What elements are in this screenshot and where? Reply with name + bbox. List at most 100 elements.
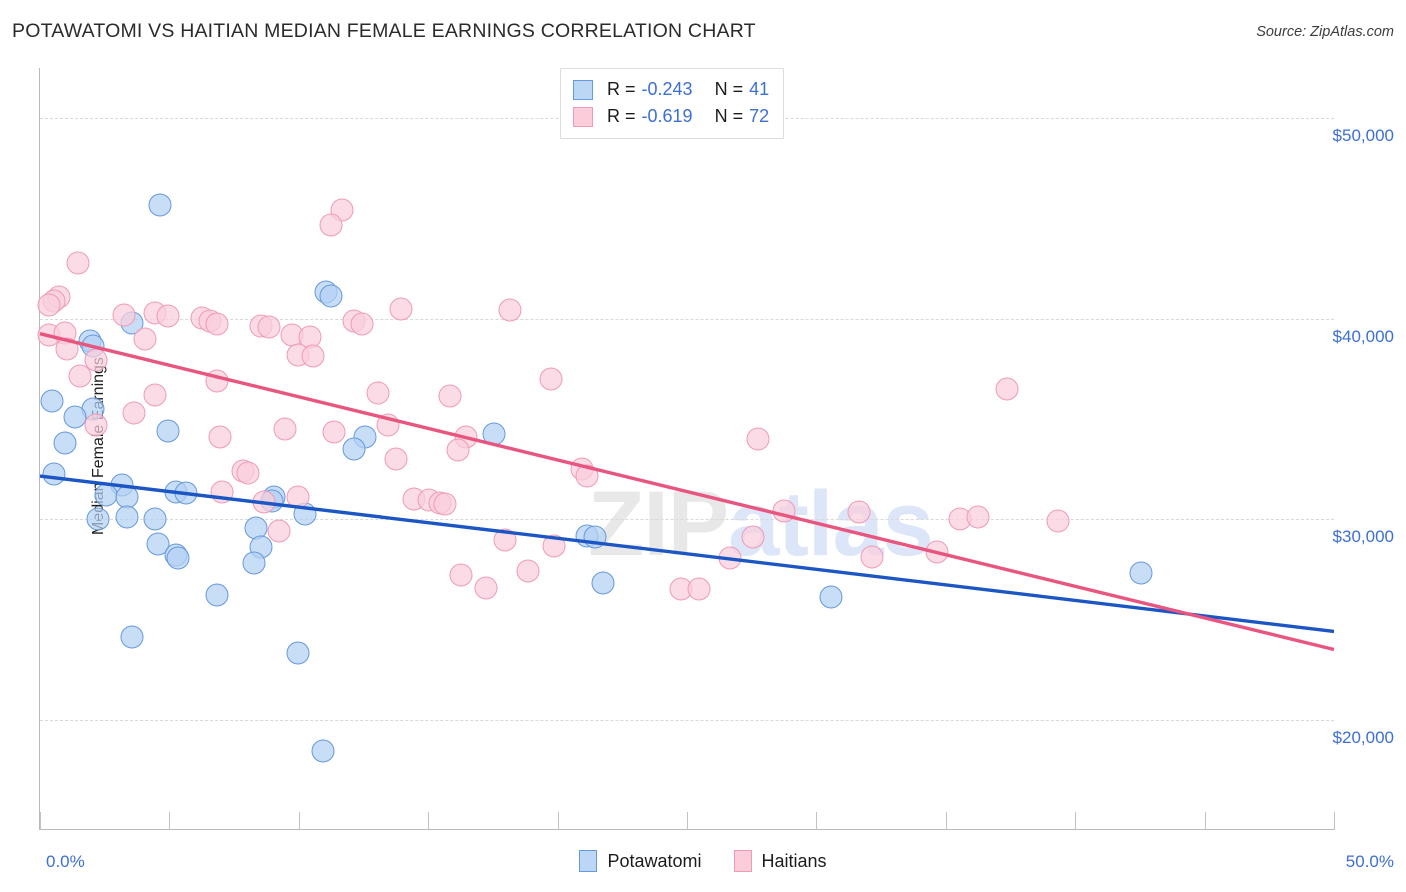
series-legend-label: Potawatomi — [607, 850, 702, 871]
scatter-point — [84, 413, 108, 437]
scatter-point — [433, 492, 457, 516]
scatter-point — [687, 577, 711, 601]
series-swatch-icon — [579, 850, 598, 872]
r-label: R = — [607, 79, 636, 99]
scatter-point — [474, 576, 498, 600]
scatter-point — [311, 739, 335, 763]
scatter-point — [37, 293, 61, 317]
scatter-point — [350, 312, 374, 336]
scatter-point — [449, 563, 473, 587]
legend-swatch-icon — [573, 79, 593, 100]
scatter-point — [860, 545, 884, 569]
scatter-point — [741, 525, 765, 549]
page-title: POTAWATOMI VS HAITIAN MEDIAN FEMALE EARN… — [12, 20, 756, 42]
source-attribution: Source: ZipAtlas.com — [1256, 24, 1394, 40]
r-label: R = — [607, 106, 636, 126]
x-axis-tick — [1075, 812, 1077, 830]
scatter-point — [591, 571, 615, 595]
scatter-point — [273, 417, 297, 441]
scatter-point — [208, 425, 232, 449]
stat-row: R = -0.243 N = 41 — [573, 76, 769, 103]
correlation-stats-legend: R = -0.243 N = 41 R = -0.619 N = 72 — [560, 68, 785, 139]
trend-lines — [39, 332, 1335, 652]
y-axis-tick-label: $40,000 — [1332, 326, 1394, 346]
y-axis-tick-label: $20,000 — [1332, 727, 1394, 747]
series-legend-item-haitians[interactable]: Haitians — [733, 850, 827, 872]
scatter-point — [493, 528, 517, 552]
scatter-point — [819, 585, 843, 609]
scatter-point — [53, 431, 77, 455]
x-axis-tick — [557, 812, 559, 830]
scatter-point — [267, 519, 291, 543]
scatter-point — [966, 505, 990, 529]
scatter-point — [68, 364, 92, 388]
scatter-point — [389, 297, 413, 321]
scatter-point — [242, 551, 265, 575]
scatter-point — [342, 437, 366, 461]
scatter-point — [120, 625, 144, 649]
scatter-point — [205, 312, 229, 336]
series-swatch-icon — [733, 850, 752, 872]
scatter-point — [112, 303, 136, 327]
scatter-point — [86, 507, 110, 531]
scatter-point — [384, 447, 408, 471]
x-axis-tick — [1204, 812, 1206, 830]
x-axis-max-label: 50.0% — [1345, 852, 1394, 871]
x-axis-tick — [169, 812, 171, 830]
x-axis-tick — [687, 812, 688, 830]
scatter-point — [542, 534, 566, 558]
x-axis-tick — [1334, 812, 1335, 830]
y-axis-line — [39, 68, 40, 830]
scatter-point — [143, 383, 167, 407]
scatter-point — [746, 427, 770, 451]
scatter-point — [40, 389, 64, 413]
legend-swatch-icon — [573, 106, 593, 127]
scatter-point — [148, 193, 172, 217]
x-axis-min-label: 0.0% — [46, 852, 85, 871]
scatter-point — [257, 315, 281, 339]
y-axis-tick-label: $30,000 — [1332, 527, 1394, 547]
x-axis-tick — [945, 812, 947, 830]
scatter-point — [322, 420, 346, 444]
r-value: -0.243 — [641, 79, 693, 99]
n-label: N = — [714, 79, 744, 99]
n-value: 41 — [749, 79, 770, 99]
scatter-point — [438, 384, 462, 408]
y-axis-tick-label: $50,000 — [1332, 126, 1394, 146]
gridline — [40, 519, 1334, 521]
scatter-point — [156, 419, 180, 443]
scatter-point — [143, 507, 167, 531]
gridline — [40, 318, 1334, 320]
series-legend-item-potawatomi[interactable]: Potawatomi — [579, 850, 702, 872]
scatter-point — [1129, 561, 1153, 585]
r-value: -0.619 — [641, 106, 693, 126]
scatter-point — [236, 461, 260, 485]
stat-row: R = -0.619 N = 72 — [573, 103, 769, 130]
scatter-point — [166, 546, 190, 570]
x-axis-tick — [816, 812, 818, 830]
scatter-point — [115, 505, 139, 529]
n-value: 72 — [749, 106, 770, 126]
x-axis-tick — [428, 812, 430, 830]
scatter-point — [301, 344, 325, 368]
trend-line-potawatomi — [39, 474, 1335, 634]
n-label: N = — [714, 106, 744, 126]
scatter-point — [995, 377, 1019, 401]
x-axis-tick — [298, 812, 300, 830]
scatter-point — [66, 251, 90, 274]
scatter-point — [319, 213, 343, 237]
scatter-point — [146, 532, 170, 556]
scatter-point — [205, 583, 229, 607]
scatter-point — [516, 559, 540, 583]
scatter-point — [133, 327, 157, 351]
scatter-point — [366, 381, 390, 405]
scatter-point — [286, 641, 309, 665]
scatter-point — [847, 500, 871, 524]
trend-line-haitians — [39, 332, 1335, 652]
plot-area: ZIPatlas — [37, 68, 1335, 830]
series-legend: Potawatomi Haitians — [0, 850, 1406, 872]
x-axis-tick — [40, 812, 41, 830]
scatter-point — [1046, 509, 1070, 533]
gridline — [40, 719, 1334, 721]
